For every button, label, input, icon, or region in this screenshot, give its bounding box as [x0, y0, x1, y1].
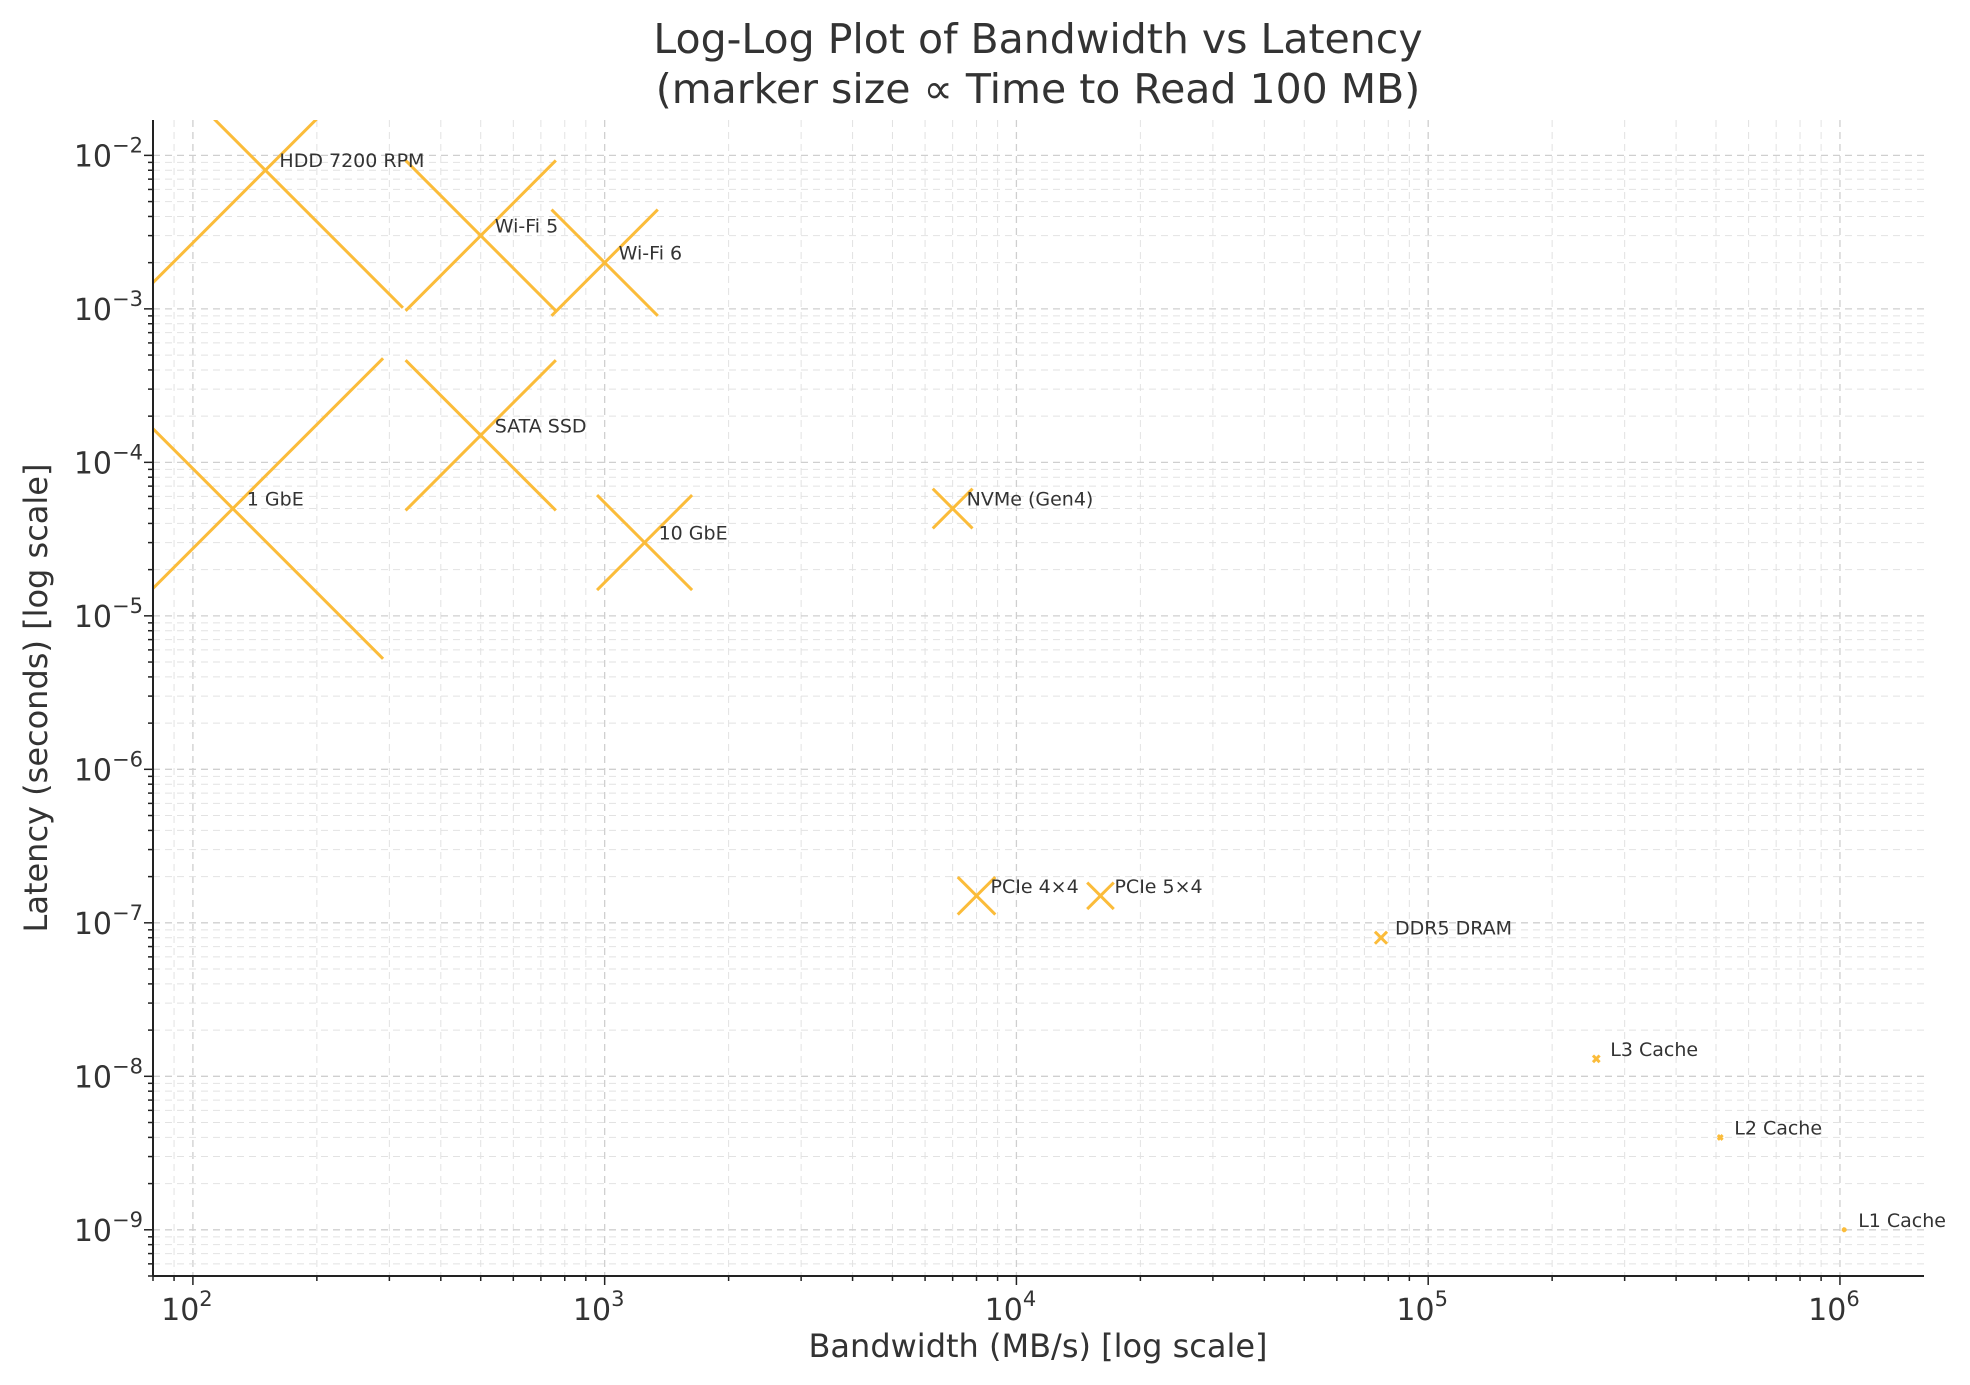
data-point-marker: [404, 159, 557, 312]
point-labels: HDD 7200 RPM Wi-Fi 5 Wi-Fi 6 SATA SSD 1 GbE 1…: [247, 150, 1946, 1232]
markers: [153, 120, 1847, 1233]
data-point-label: 10 GbE: [659, 523, 728, 545]
y-tick-label: 10−8: [74, 1054, 143, 1095]
x-tick-label: 105: [1396, 1287, 1448, 1328]
y-tick-label: 10−4: [74, 440, 143, 481]
y-tick-label: 10−3: [74, 287, 143, 328]
data-point-marker: [153, 120, 404, 309]
x-tick-label: 102: [161, 1287, 213, 1328]
data-point-marker: [595, 494, 694, 592]
data-point-label: PCIe 4×4: [991, 876, 1079, 898]
y-tick-label: 10−9: [74, 1208, 143, 1249]
data-point-marker: [153, 357, 385, 660]
y-tick-label: 10−6: [74, 747, 143, 788]
data-point-label: NVMe (Gen4): [967, 489, 1094, 511]
x-tick-label: 106: [1808, 1287, 1860, 1328]
grid: [152, 120, 1924, 1277]
y-tick-label: 10−2: [74, 133, 143, 174]
x-axis-label: Bandwidth (MB/s) [log scale]: [808, 1327, 1267, 1365]
data-point-marker: [931, 487, 974, 530]
chart-subtitle: (marker size ∝ Time to Read 100 MB): [656, 65, 1421, 113]
data-point-label: PCIe 5×4: [1114, 876, 1202, 898]
data-point-label: 1 GbE: [247, 489, 304, 511]
data-point-marker: [1716, 1133, 1724, 1141]
data-point-label: SATA SSD: [495, 415, 587, 437]
data-point-marker: [956, 875, 997, 916]
chart-title: Log-Log Plot of Bandwidth vs Latency: [653, 15, 1422, 63]
axes: [152, 120, 1924, 1277]
data-point-marker: [550, 208, 659, 317]
data-point-marker: [1841, 1227, 1847, 1233]
ticks: 102 103 104 105 106 10−2 10−3 10−4 10−5 10−6 10−7 1…: [74, 133, 1860, 1328]
data-point-label: L3 Cache: [1610, 1039, 1698, 1061]
y-tick-label: 10−7: [74, 901, 143, 942]
data-point-label: L2 Cache: [1734, 1117, 1822, 1139]
x-tick-label: 104: [985, 1287, 1037, 1328]
x-tick-label: 103: [573, 1287, 625, 1328]
data-point-marker: [1373, 930, 1389, 945]
y-axis-label: Latency (seconds) [log scale]: [17, 464, 55, 933]
y-tick-label: 10−5: [74, 594, 143, 635]
data-point-label: DDR5 DRAM: [1395, 918, 1512, 940]
data-point-label: HDD 7200 RPM: [279, 150, 424, 172]
data-point-label: L1 Cache: [1858, 1210, 1946, 1232]
data-point-marker: [1591, 1054, 1601, 1064]
data-point-label: Wi-Fi 6: [619, 243, 682, 265]
data-point-label: Wi-Fi 5: [495, 216, 558, 238]
data-point-marker: [404, 359, 557, 512]
data-point-marker: [1086, 881, 1115, 911]
